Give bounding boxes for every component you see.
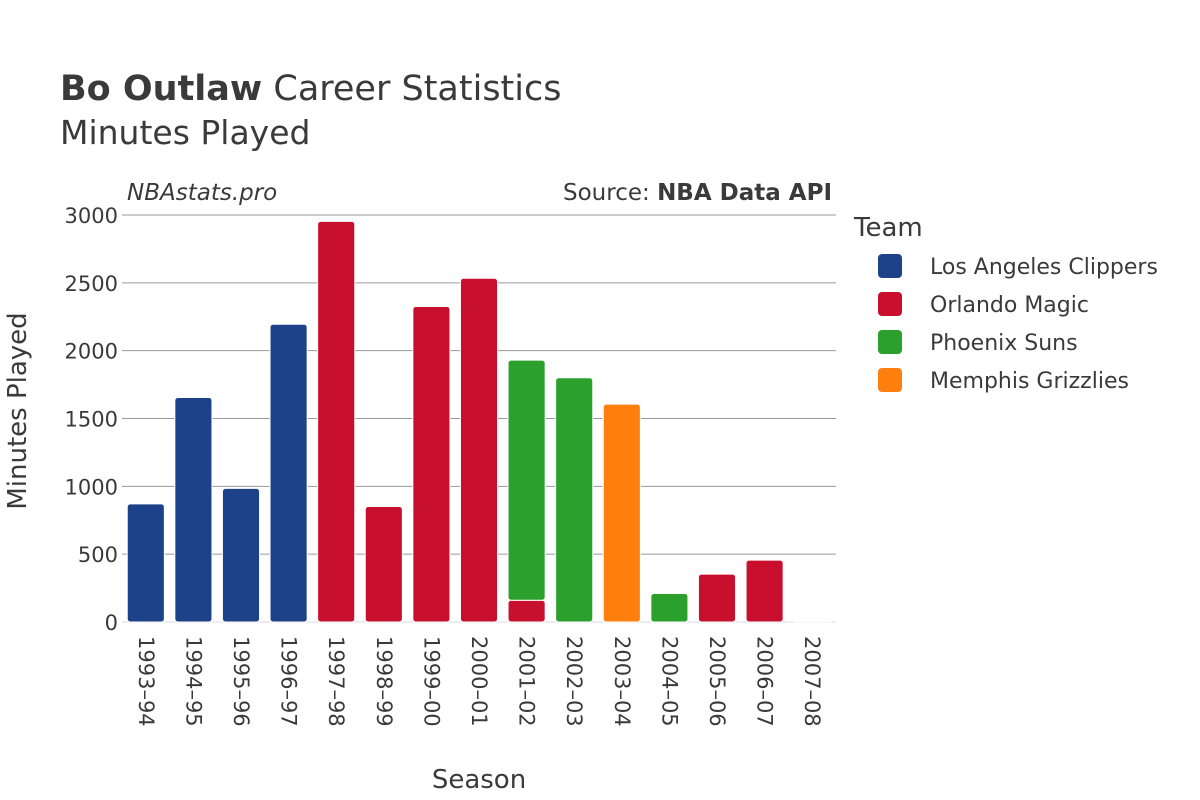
x-tick-label: 2000–01 [467, 636, 491, 727]
watermark: NBAstats.pro [127, 180, 277, 206]
x-tick-label: 1998–99 [372, 636, 396, 727]
x-tick-label: 2003–04 [610, 636, 634, 727]
x-tick-label: 2001–02 [515, 636, 539, 727]
y-tick-label: 2000 [65, 340, 118, 364]
y-tick-label: 1000 [65, 475, 118, 499]
chart-subtitle: Minutes Played [60, 113, 310, 152]
legend-items: Los Angeles Clippers Orlando Magic Phoenix… [878, 254, 1158, 394]
x-axis-ticks: 1993–94 1994–95 1995–96 1996–97 1997–98 1998–… [134, 636, 824, 727]
legend-label: Orlando Magic [930, 293, 1089, 318]
bar-los-angeles-clippers-1995–96 [221, 487, 261, 623]
x-tick-label: 1993–94 [134, 636, 158, 727]
legend-swatch [878, 254, 902, 278]
bar-los-angeles-clippers-1996–97 [269, 323, 308, 623]
bars [126, 220, 832, 623]
x-tick-label: 1994–95 [181, 636, 205, 727]
x-tick-label: 2006–07 [753, 636, 777, 727]
legend-title: Team [853, 213, 923, 243]
bar-phoenix-suns-2004–05 [650, 593, 689, 623]
legend: Team Los Angeles Clippers Orlando Magic Ph… [853, 213, 1158, 394]
bar-orlando-magic-2007–08 [793, 620, 832, 623]
legend-label: Memphis Grizzlies [930, 369, 1129, 394]
legend-label: Phoenix Suns [930, 331, 1078, 356]
y-tick-label: 3000 [65, 204, 118, 228]
x-tick-label: 1996–97 [277, 636, 301, 727]
y-axis-ticks: 0 500 1000 1500 2000 2500 3000 [65, 204, 118, 635]
y-tick-label: 0 [105, 611, 118, 635]
x-tick-label: 2005–06 [705, 636, 729, 727]
source-text: Source: NBA Data API [563, 180, 832, 206]
bar-orlando-magic-2006–07 [745, 559, 784, 623]
source-name: NBA Data API [657, 180, 832, 206]
source-prefix: Source: [563, 180, 657, 206]
x-axis-title: Season [432, 765, 526, 795]
x-tick-label: 2002–03 [562, 636, 586, 727]
legend-swatch [878, 330, 902, 354]
legend-swatch [878, 292, 902, 316]
bar-orlando-magic-2005–06 [697, 573, 737, 623]
y-tick-label: 2500 [65, 272, 118, 296]
bar-orlando-magic-2000–01 [459, 277, 499, 623]
bar-phoenix-suns-2001–02 [507, 359, 546, 601]
y-axis-title: Minutes Played [3, 312, 33, 509]
bar-los-angeles-clippers-1993–94 [126, 503, 165, 623]
y-tick-label: 500 [78, 543, 118, 567]
x-tick-label: 1995–96 [229, 636, 253, 727]
x-tick-label: 2007–08 [800, 636, 824, 727]
bar-los-angeles-clippers-1994–95 [174, 396, 213, 623]
bar-orlando-magic-1999–00 [412, 305, 451, 623]
bar-orlando-magic-1998–99 [364, 506, 403, 623]
bar-orlando-magic-1997–98 [317, 220, 356, 623]
chart-title: Bo Outlaw Career Statistics [60, 69, 561, 109]
chart-title-player: Bo Outlaw [60, 69, 262, 109]
chart-title-rest: Career Statistics [262, 69, 561, 109]
bar-orlando-magic-2001–02 [507, 599, 546, 623]
legend-label: Los Angeles Clippers [930, 255, 1158, 280]
x-tick-label: 1999–00 [419, 636, 443, 727]
x-tick-label: 2004–05 [657, 636, 681, 727]
bar-phoenix-suns-2002–03 [555, 377, 594, 623]
x-tick-label: 1997–98 [324, 636, 348, 727]
y-tick-label: 1500 [65, 408, 118, 432]
bar-memphis-grizzlies-2003–04 [602, 403, 641, 623]
legend-swatch [878, 368, 902, 392]
